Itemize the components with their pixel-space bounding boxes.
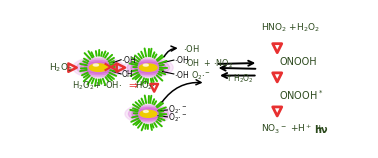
Text: ONOOH$^*$: ONOOH$^*$: [279, 88, 323, 102]
Text: O$_2$$\cdot$$^-$: O$_2$$\cdot$$^-$: [168, 103, 187, 116]
Text: HO$_2$$\cdot$: HO$_2$$\cdot$: [135, 79, 156, 91]
Circle shape: [127, 59, 169, 76]
Circle shape: [123, 57, 173, 78]
Text: $\cdot$OH: $\cdot$OH: [174, 69, 189, 80]
Text: $\uparrow$H$_2$O$_2$: $\uparrow$H$_2$O$_2$: [224, 73, 254, 85]
Circle shape: [84, 62, 113, 73]
Text: O$_2$$\cdot$$^-$: O$_2$$\cdot$$^-$: [168, 112, 187, 124]
Circle shape: [90, 64, 108, 71]
Circle shape: [77, 58, 121, 77]
Circle shape: [73, 57, 124, 78]
Text: $\Rightarrow$: $\Rightarrow$: [126, 80, 139, 90]
Circle shape: [135, 109, 161, 119]
Circle shape: [140, 110, 156, 117]
Text: $\cdot$OH: $\cdot$OH: [174, 54, 189, 65]
Text: $\mathbf{h\nu}$: $\mathbf{h\nu}$: [314, 123, 330, 135]
Circle shape: [144, 110, 148, 112]
Text: H$_2$O$_2$: H$_2$O$_2$: [49, 61, 73, 74]
Text: NO$_3$$^-$ +H$^+$ +: NO$_3$$^-$ +H$^+$ +: [261, 122, 325, 136]
Text: ONOOH: ONOOH: [280, 57, 318, 67]
Text: O$_2$$\cdot$$^-$: O$_2$$\cdot$$^-$: [191, 69, 211, 82]
Circle shape: [139, 64, 157, 71]
Circle shape: [131, 60, 166, 75]
Text: $\cdot$OH  + $\cdot$NO$_2$: $\cdot$OH + $\cdot$NO$_2$: [184, 58, 233, 70]
Text: OH: OH: [121, 70, 133, 79]
Circle shape: [125, 104, 172, 124]
Circle shape: [93, 64, 99, 66]
Circle shape: [135, 62, 162, 73]
Text: $\cdot$OH: $\cdot$OH: [183, 43, 199, 54]
Circle shape: [143, 64, 148, 66]
Text: HNO$_2$ +H$_2$O$_2$: HNO$_2$ +H$_2$O$_2$: [261, 22, 320, 34]
Text: H$_2$O$_2$+ $\cdot$OH$\cdot$: H$_2$O$_2$+ $\cdot$OH$\cdot$: [72, 79, 122, 91]
Circle shape: [129, 106, 168, 122]
Text: $\cdot$OH: $\cdot$OH: [121, 54, 137, 65]
Circle shape: [81, 60, 116, 75]
Circle shape: [132, 107, 165, 121]
